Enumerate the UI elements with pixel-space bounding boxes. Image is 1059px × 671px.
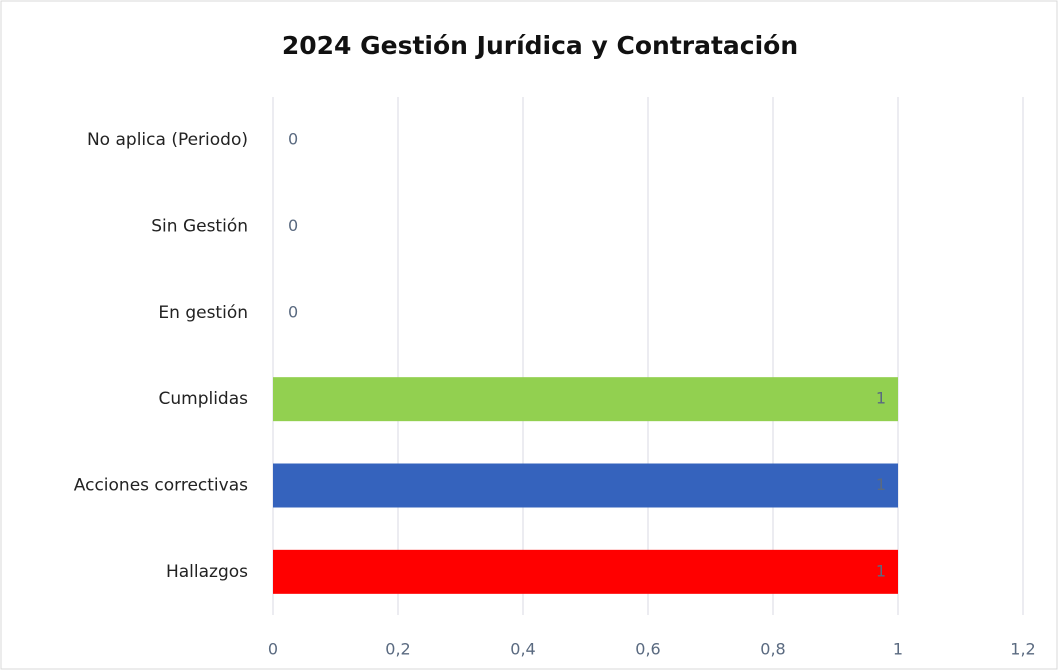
x-tick-label: 0 (268, 640, 278, 659)
x-tick-label: 0,2 (385, 640, 410, 659)
y-tick-label: Sin Gestión (151, 217, 248, 237)
bar (273, 377, 898, 422)
value-label: 0 (288, 130, 298, 149)
y-tick-label: No aplica (Periodo) (87, 130, 248, 150)
value-label: 0 (288, 302, 298, 321)
y-tick-label: Hallazgos (166, 562, 248, 582)
x-tick-label: 0,4 (510, 640, 535, 659)
x-tick-label: 0,8 (760, 640, 785, 659)
x-tick-label: 0,6 (635, 640, 660, 659)
y-tick-label: Acciones correctivas (74, 476, 248, 496)
value-label: 1 (876, 475, 886, 494)
x-tick-label: 1,2 (1010, 640, 1035, 659)
y-tick-label: En gestión (158, 303, 248, 323)
value-label: 1 (876, 389, 886, 408)
x-tick-label: 1 (893, 640, 903, 659)
y-tick-label: Cumplidas (158, 389, 248, 409)
bar (273, 463, 898, 508)
chart-title: 2024 Gestión Jurídica y Contratación (282, 31, 798, 60)
value-label: 0 (288, 216, 298, 235)
bar (273, 549, 898, 594)
value-label: 1 (876, 561, 886, 580)
